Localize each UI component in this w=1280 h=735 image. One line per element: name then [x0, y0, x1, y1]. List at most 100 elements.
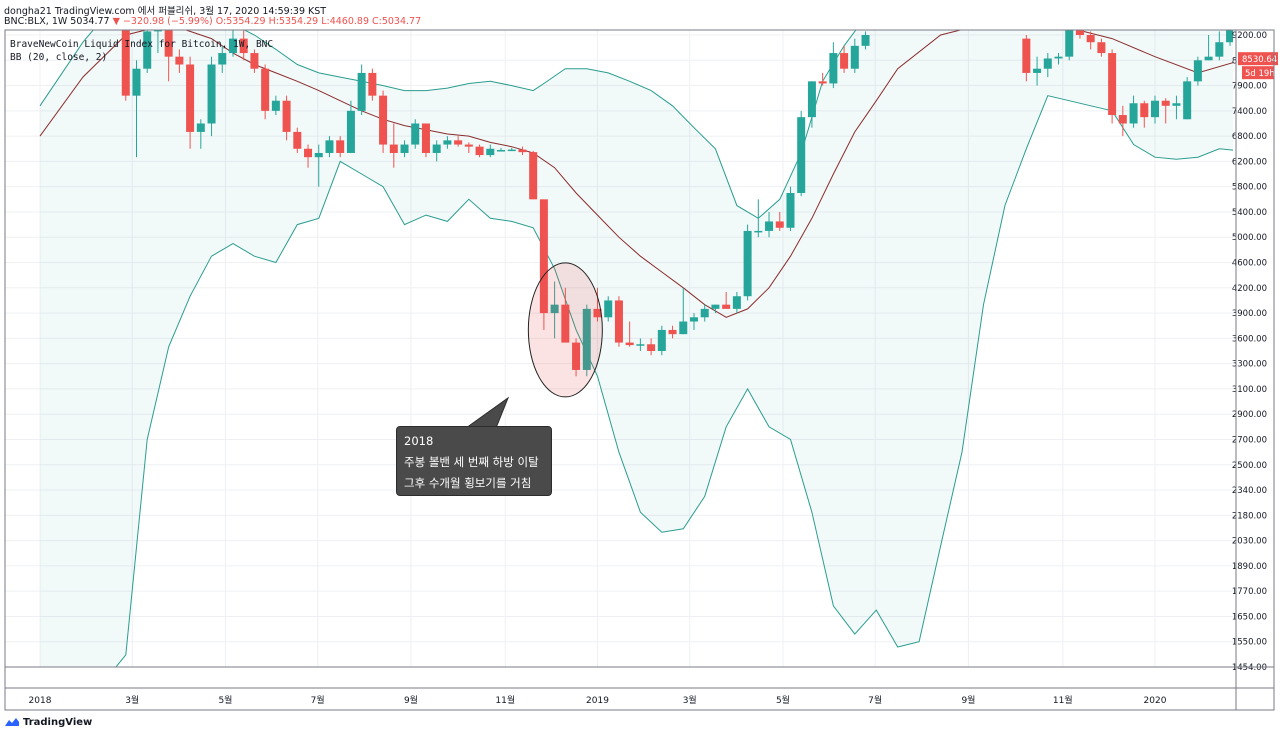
- candle-body: [743, 230, 752, 297]
- y-tick-label: 5800.00: [1232, 183, 1267, 193]
- candle-body: [711, 304, 720, 309]
- candle-body: [1086, 35, 1095, 43]
- candle-body: [861, 35, 870, 46]
- x-tick-label: 5월: [218, 694, 232, 706]
- candle-body: [271, 100, 280, 111]
- highlight-ellipse: [527, 262, 603, 398]
- candle-body: [325, 140, 334, 153]
- tradingview-icon: [5, 718, 19, 726]
- candle-body: [464, 144, 473, 147]
- x-tick-label: 11월: [1053, 694, 1073, 706]
- y-tick-label: 2900.00: [1232, 410, 1267, 420]
- y-tick-label: 4600.00: [1232, 259, 1267, 269]
- branding-text: TradingView: [23, 716, 93, 728]
- x-tick-label: 7월: [868, 694, 882, 706]
- candle-body: [550, 304, 559, 314]
- symbol-info: BNC:BLX, 1W 5034.77 ▼ −320.98 (−5.99%) O…: [4, 16, 421, 27]
- candle-body: [379, 95, 388, 145]
- y-tick-label: 2500.00: [1232, 461, 1267, 471]
- candle-body: [1215, 42, 1224, 57]
- candle-body: [132, 68, 141, 96]
- candle-body: [636, 344, 645, 346]
- bb-lower-line: [115, 95, 1233, 667]
- candle-body: [411, 123, 420, 145]
- candle-body: [443, 140, 452, 145]
- candle-body: [775, 221, 784, 228]
- candle-body: [1022, 38, 1031, 73]
- x-tick-label: 2019: [586, 696, 609, 706]
- candle-body: [228, 38, 237, 54]
- candle-body: [807, 81, 816, 118]
- candle-body: [497, 150, 506, 152]
- x-tick-label: 5월: [776, 694, 790, 706]
- candle-body: [668, 329, 677, 335]
- candle-body: [1033, 68, 1042, 73]
- candle-body: [1193, 60, 1202, 82]
- candle-body: [604, 300, 613, 318]
- candle-body: [454, 140, 463, 145]
- y-tick-label: 6800.00: [1232, 132, 1267, 142]
- candle-body: [582, 308, 591, 370]
- ohlc-text: O:5354.29 H:5354.29 L:4460.89 C:5034.77: [215, 16, 422, 27]
- candle-body: [186, 64, 195, 132]
- y-tick-label: 1890.00: [1232, 562, 1267, 572]
- callout-pointer: [464, 396, 510, 429]
- candle-body: [529, 152, 538, 200]
- x-tick-label: 3월: [125, 694, 139, 706]
- y-tick-label: 3300.00: [1232, 360, 1267, 370]
- candle-body: [1204, 56, 1213, 61]
- candle-body: [572, 342, 581, 370]
- candle-body: [143, 31, 152, 69]
- candle-body: [818, 81, 827, 84]
- y-tick-label: 4200.00: [1232, 284, 1267, 294]
- candle-body: [207, 64, 216, 124]
- candle-body: [486, 148, 495, 156]
- y-tick-label: 3900.00: [1232, 309, 1267, 319]
- y-tick-label: 7900.00: [1232, 82, 1267, 92]
- x-tick-label: 9월: [961, 694, 975, 706]
- candle-body: [1108, 53, 1117, 116]
- y-tick-label: 7400.00: [1232, 107, 1267, 117]
- x-tick-label: 7월: [311, 694, 325, 706]
- candle-body: [357, 72, 366, 111]
- candle-body: [346, 110, 355, 153]
- candle-body: [153, 30, 162, 32]
- candle-body: [647, 344, 656, 351]
- y-tick-label: 3100.00: [1232, 385, 1267, 395]
- annotation-title: 2018: [404, 434, 434, 448]
- countdown-tag: [1242, 66, 1274, 80]
- chart-frame: [4, 29, 1275, 711]
- candle-body: [164, 30, 173, 57]
- candle-body: [218, 53, 227, 65]
- candle-body: [421, 123, 430, 153]
- candle-body: [829, 53, 838, 84]
- candle-body: [689, 317, 698, 322]
- candle-body: [175, 56, 184, 65]
- candle-body: [657, 329, 666, 351]
- publish-info: dongha21 TradingView.com 에서 퍼블리쉬, 3월 17,…: [4, 6, 327, 17]
- candle-body: [797, 117, 806, 193]
- annotation-line-1: 주봉 볼밴 세 번째 하방 이탈: [404, 455, 539, 469]
- y-tick-label: 2180.00: [1232, 511, 1267, 521]
- down-arrow-icon: ▼: [112, 16, 120, 27]
- candle-body: [121, 30, 130, 96]
- price-tag: [1238, 52, 1278, 66]
- annotation-callout: 2018 주봉 볼밴 세 번째 하방 이탈 그후 수개월 횡보기를 거침: [396, 426, 552, 496]
- candle-body: [1065, 30, 1074, 57]
- candle-body: [1097, 42, 1106, 54]
- candle-body: [389, 144, 398, 153]
- candle-body: [1226, 30, 1233, 43]
- candle-body: [625, 342, 634, 346]
- y-tick-label: 1550.00: [1232, 638, 1267, 648]
- price-tag-text: 8530.64: [1242, 55, 1277, 65]
- candle-body: [614, 300, 623, 343]
- x-tick-label: 9월: [404, 694, 418, 706]
- candle-body: [700, 308, 709, 318]
- x-tick-label: 2020: [1144, 696, 1167, 706]
- candle-body: [239, 38, 248, 54]
- candle-body: [850, 45, 859, 69]
- candle-body: [1151, 100, 1159, 118]
- annotation-line-2: 그후 수개월 횡보기를 거침: [404, 476, 532, 490]
- tradingview-logo: TradingView: [4, 715, 92, 729]
